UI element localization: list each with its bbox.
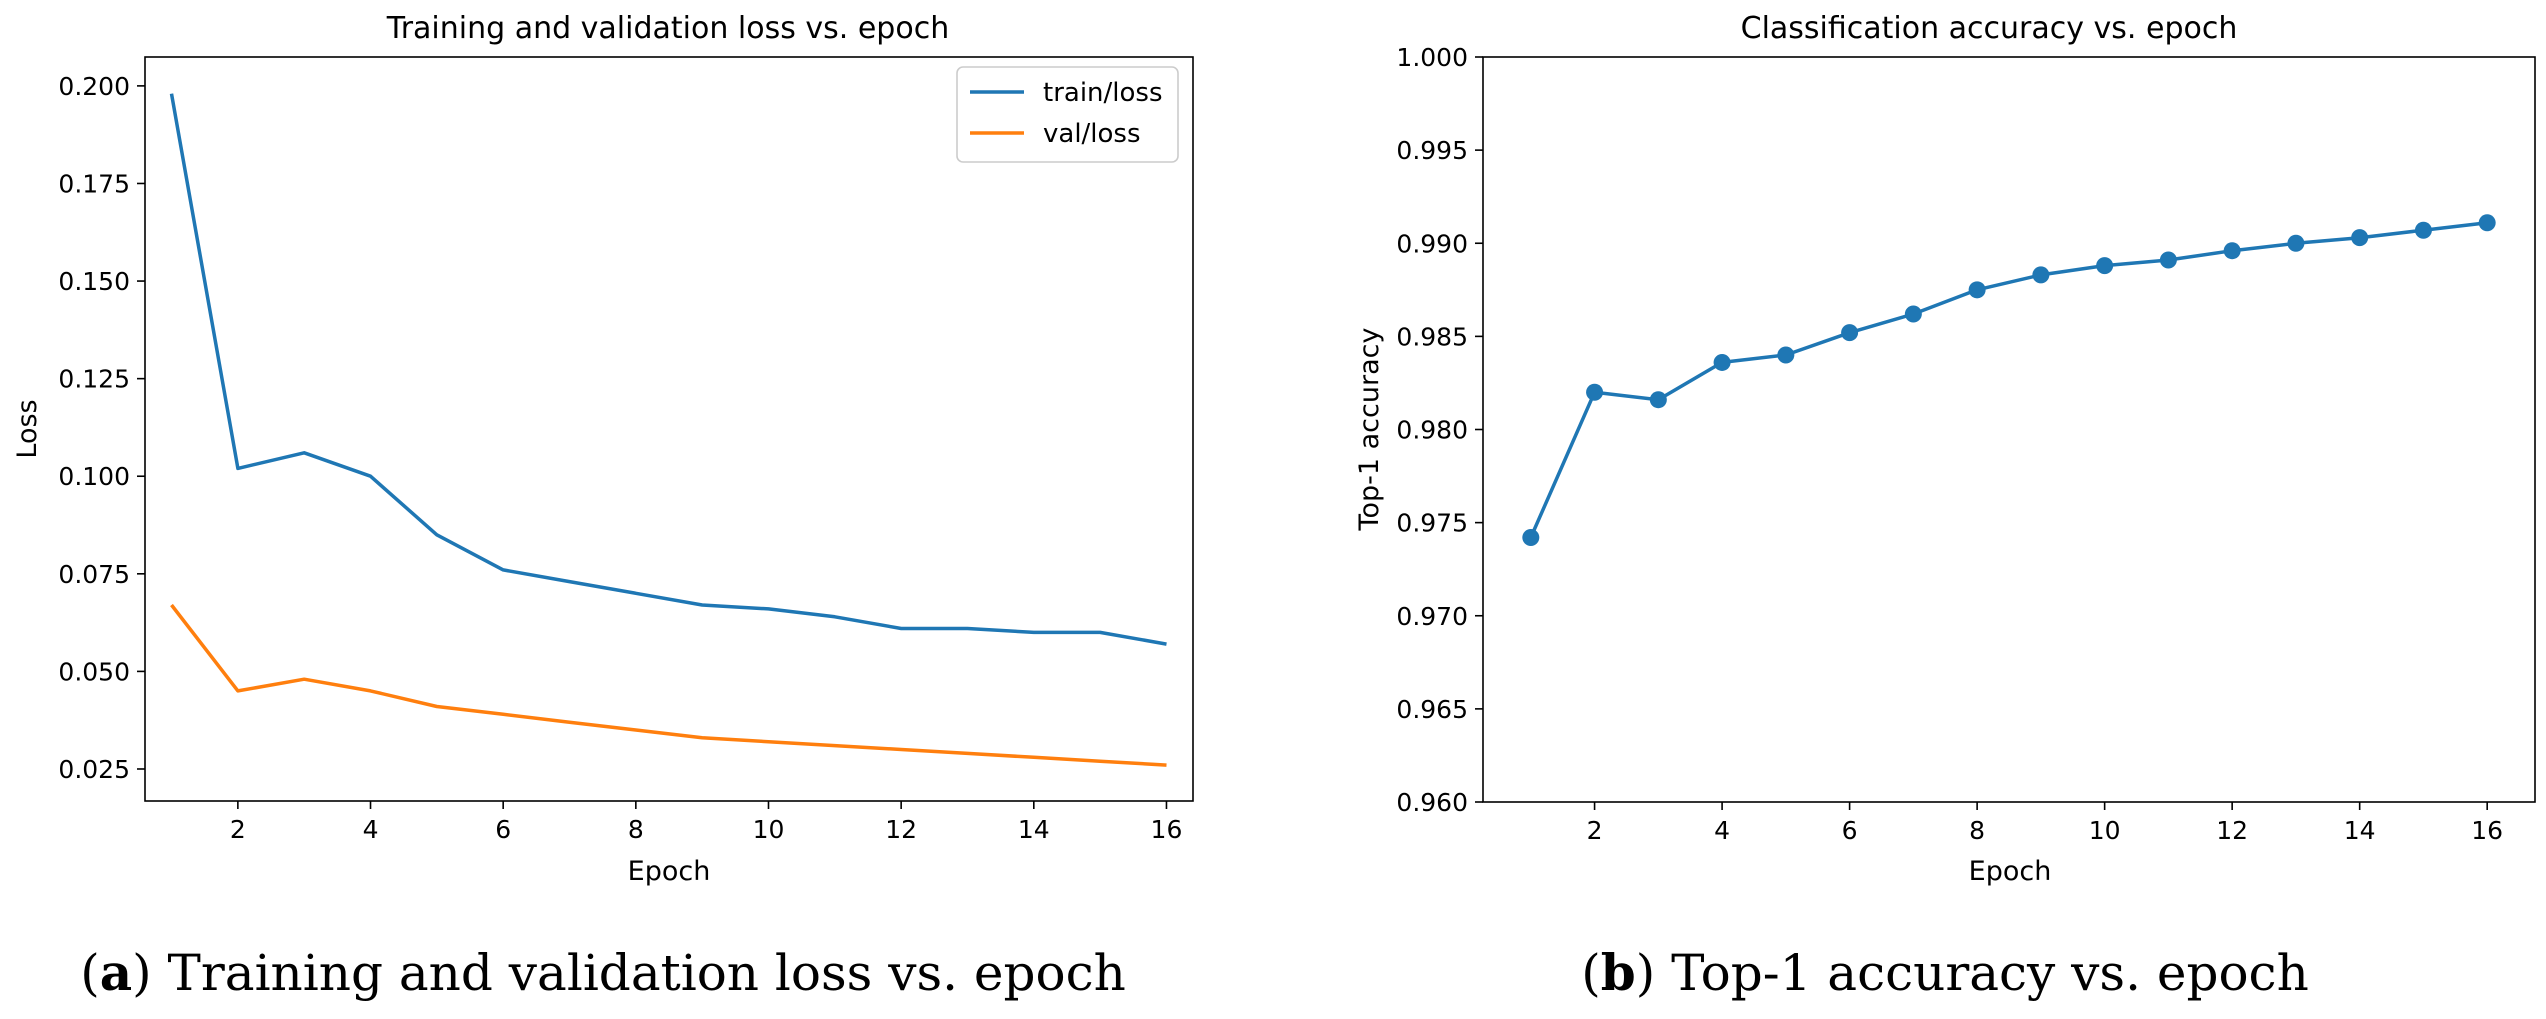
x-tick-label: 14 (1018, 815, 1050, 844)
y-tick-label: 1.000 (1396, 43, 1468, 72)
series-line-train-loss (169, 93, 1167, 646)
y-tick-label: 0.150 (58, 267, 130, 296)
axes-frame (144, 56, 1194, 802)
caption-a: (a) Training and validation loss vs. epo… (80, 943, 1126, 1002)
legend-label-val-loss: val/loss (1043, 119, 1141, 149)
data-point (2032, 266, 2050, 284)
y-tick-label: 0.200 (58, 72, 130, 101)
y-tick-label: 0.975 (1396, 509, 1468, 538)
plot-area (1522, 214, 2496, 547)
caption-a-text: ) Training and validation loss vs. epoch (132, 944, 1126, 1002)
y-axis: 0.025 0.050 0.075 0.100 0.125 0.150 0.175 0.200 (58, 72, 145, 784)
axes-frame (1482, 56, 2536, 803)
x-tick-label: 16 (1151, 815, 1183, 844)
y-tick-label: 0.980 (1396, 416, 1468, 445)
y-tick-label: 0.100 (58, 462, 130, 491)
plot-area (169, 93, 1167, 767)
data-point (2414, 221, 2432, 239)
caption-b-letter: b (1601, 943, 1636, 1002)
y-tick-label: 0.175 (58, 169, 130, 198)
x-tick-label: 4 (1714, 816, 1730, 845)
data-point (2096, 257, 2114, 275)
x-axis: 2 4 6 8 10 12 14 16 (1587, 802, 2503, 845)
caption-b-text: ) Top-1 accuracy vs. epoch (1636, 944, 2309, 1002)
series-line-val-loss (170, 603, 1167, 767)
x-tick-label: 10 (2089, 816, 2121, 845)
x-axis-label: Epoch (628, 856, 711, 887)
x-tick-label: 8 (628, 815, 644, 844)
y-tick-label: 0.985 (1396, 322, 1468, 351)
y-tick-label: 0.995 (1396, 136, 1468, 165)
y-axis-label: Loss (12, 399, 43, 458)
data-point (1904, 305, 1922, 323)
chart-panel-accuracy: Classification accuracy vs. epoch 2 4 6 8 10… (1354, 11, 2536, 1002)
data-point (2351, 229, 2369, 247)
x-tick-label: 16 (2471, 816, 2503, 845)
legend-label-train-loss: train/loss (1043, 78, 1163, 108)
chart-panel-loss: Training and validation loss vs. epoch 2… (12, 11, 1194, 1002)
caption-a-letter: a (100, 943, 132, 1002)
y-tick-label: 0.960 (1396, 788, 1468, 817)
y-tick-label: 0.965 (1396, 695, 1468, 724)
y-tick-label: 0.970 (1396, 602, 1468, 631)
x-tick-label: 10 (753, 815, 785, 844)
x-tick-label: 12 (2216, 816, 2248, 845)
y-tick-label: 0.025 (58, 755, 130, 784)
y-tick-label: 0.075 (58, 560, 130, 589)
x-tick-label: 6 (1842, 816, 1858, 845)
data-point (2287, 234, 2305, 252)
series-line-accuracy (1529, 221, 2488, 539)
x-tick-label: 2 (1587, 816, 1603, 845)
data-point (1522, 529, 1540, 547)
x-tick-label: 12 (885, 815, 917, 844)
data-point (1968, 281, 1986, 299)
y-axis: 0.960 0.965 0.970 0.975 0.980 0.985 0.990 0.995… (1396, 43, 1483, 817)
chart-title: Training and validation loss vs. epoch (386, 11, 949, 46)
x-tick-label: 4 (363, 815, 379, 844)
y-tick-label: 0.050 (58, 657, 130, 686)
data-point (1841, 324, 1859, 342)
x-tick-label: 14 (2344, 816, 2376, 845)
x-tick-label: 6 (495, 815, 511, 844)
x-axis-label: Epoch (1969, 856, 2052, 887)
data-point (1586, 383, 1604, 401)
x-axis: 2 4 6 8 10 12 14 16 (230, 801, 1182, 844)
data-point (2223, 242, 2241, 260)
y-tick-label: 0.990 (1396, 229, 1468, 258)
x-tick-label: 8 (1969, 816, 1985, 845)
y-tick-label: 0.125 (58, 365, 130, 394)
data-point (1777, 346, 1795, 364)
data-point (1713, 353, 1731, 371)
chart-title: Classification accuracy vs. epoch (1741, 11, 2238, 46)
x-tick-label: 2 (230, 815, 246, 844)
data-point (1649, 391, 1667, 409)
data-point (2159, 251, 2177, 269)
caption-b: (b) Top-1 accuracy vs. epoch (1581, 943, 2309, 1002)
data-point (2478, 214, 2496, 232)
legend: train/loss val/loss (956, 66, 1179, 163)
y-axis-label: Top-1 accuracy (1354, 328, 1385, 532)
